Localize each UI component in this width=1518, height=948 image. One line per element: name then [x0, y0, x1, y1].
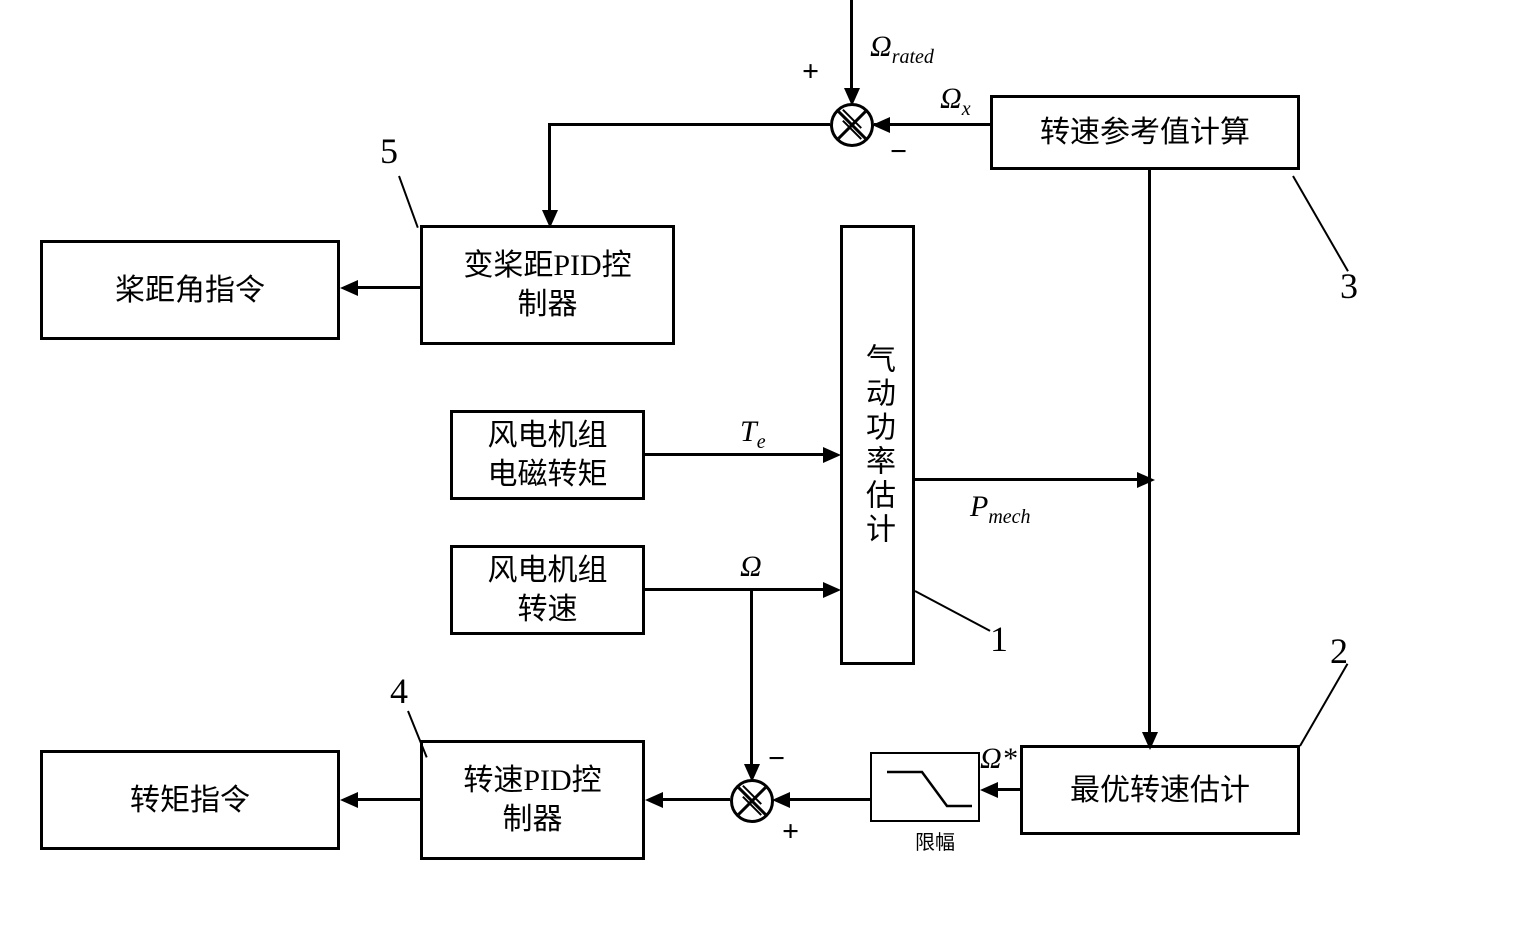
pid-to-cmd-arrow [340, 280, 358, 296]
leader-2 [1299, 663, 1348, 746]
omega-x-line [874, 123, 990, 126]
pmech-line [915, 478, 1148, 481]
speed-pid-text: 转速PID控 制器 [463, 761, 601, 839]
omega-branch-arrow [744, 764, 760, 782]
leader-1 [915, 590, 991, 632]
pid-to-cmd-line [355, 286, 420, 289]
omega-rated-label: Ωrated [870, 30, 934, 69]
em-torque-text: 风电机组 电磁转矩 [488, 416, 608, 494]
omega-label: Ω [740, 550, 762, 584]
speed-ref-calc-text: 转速参考值计算 [1040, 113, 1250, 152]
te-arrow [823, 447, 841, 463]
pmech-v-down [1148, 478, 1151, 745]
pitch-pid-controller-block: 变桨距PID控 制器 [420, 225, 675, 345]
leader-5 [398, 176, 419, 228]
plus-top: + [802, 55, 819, 89]
pitch-pid-text: 变桨距PID控 制器 [463, 246, 631, 324]
omega-x-arrow [872, 117, 890, 133]
omega-line-h [645, 588, 835, 591]
pmech-v-up [1148, 170, 1151, 480]
speed-reference-calc-block: 转速参考值计算 [990, 95, 1300, 170]
label-3: 3 [1340, 265, 1358, 307]
speedpid-to-torque-line [355, 798, 420, 801]
pmech-down-arrow [1142, 732, 1158, 750]
limiter-label: 限幅 [915, 826, 955, 855]
omega-rated-arrow [844, 88, 860, 106]
summer-top-hatch [830, 103, 874, 147]
pitch-angle-command-block: 桨距角指令 [40, 240, 340, 340]
label-5: 5 [380, 130, 398, 172]
leader-4 [407, 711, 428, 758]
limiter-to-summer-line [788, 798, 870, 801]
summer-to-pid-arrow [542, 210, 558, 228]
omega-rated-line [850, 0, 853, 100]
pmech-label: Pmech [970, 490, 1031, 529]
omega-x-label: Ωx [940, 82, 971, 121]
summer-bottom-hatch [730, 779, 774, 823]
torque-command-block: 转矩指令 [40, 750, 340, 850]
summer-to-pid-h [548, 123, 830, 126]
minus-bot: − [768, 742, 785, 776]
label-1: 1 [990, 618, 1008, 660]
summer-to-speedpid-line [660, 798, 730, 801]
pitch-cmd-text: 桨距角指令 [115, 271, 265, 310]
aero-power-est-text: 气动功率估计 [858, 343, 897, 547]
label-4: 4 [390, 670, 408, 712]
limiter-block [870, 752, 980, 822]
summer-to-speedpid-arrow [645, 792, 663, 808]
em-torque-block: 风电机组 电磁转矩 [450, 410, 645, 500]
turbine-speed-block: 风电机组 转速 [450, 545, 645, 635]
limiter-to-summer-arrow [772, 792, 790, 808]
pmech-arrow [1137, 472, 1155, 488]
aero-power-estimate-block: 气动功率估计 [840, 225, 915, 665]
opt-speed-est-text: 最优转速估计 [1070, 771, 1250, 810]
plus-bot: + [782, 815, 799, 849]
te-label: Te [740, 415, 766, 454]
omega-star-label: Ω* [980, 742, 1017, 776]
turbine-speed-text: 风电机组 转速 [488, 551, 608, 629]
summer-to-pid-v [548, 123, 551, 223]
torque-cmd-text: 转矩指令 [130, 781, 250, 820]
speed-pid-controller-block: 转速PID控 制器 [420, 740, 645, 860]
speedpid-to-torque-arrow [340, 792, 358, 808]
minus-top: − [890, 135, 907, 169]
optimal-speed-estimate-block: 最优转速估计 [1020, 745, 1300, 835]
omega-arrow [823, 582, 841, 598]
omega-branch-v [750, 588, 753, 776]
leader-3 [1292, 176, 1349, 272]
omega-star-arrow [980, 782, 998, 798]
